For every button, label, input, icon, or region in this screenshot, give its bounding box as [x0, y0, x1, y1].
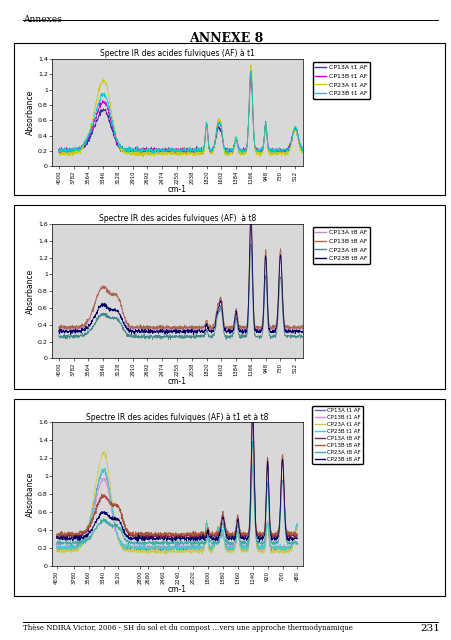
Title: Spectre IR des acides fulviques (AF)  à t8: Spectre IR des acides fulviques (AF) à t…	[99, 214, 255, 223]
Legend: CP13A t1 AF, CP13B t1 AF, CP23A t1 AF, CP23B t1 AF, CP13A t8 AF, CP13B t8 AF, CP: CP13A t1 AF, CP13B t1 AF, CP23A t1 AF, C…	[312, 406, 362, 464]
Title: Spectre IR des acides fulviques (AF) à t1: Spectre IR des acides fulviques (AF) à t…	[100, 49, 254, 58]
Text: 231: 231	[419, 624, 439, 633]
Y-axis label: Absorbance: Absorbance	[26, 269, 35, 314]
X-axis label: cm-1: cm-1	[167, 186, 187, 195]
X-axis label: cm-1: cm-1	[167, 586, 187, 595]
Title: Spectre IR des acides fulviques (AF) à t1 et à t8: Spectre IR des acides fulviques (AF) à t…	[86, 413, 268, 422]
Legend: CP13A t1 AF, CP13B t1 AF, CP23A t1 AF, CP23B t1 AF: CP13A t1 AF, CP13B t1 AF, CP23A t1 AF, C…	[312, 62, 369, 99]
Legend: CP13A t8 AF, CP13B t8 AF, CP23A t8 AF, CP23B t8 AF: CP13A t8 AF, CP13B t8 AF, CP23A t8 AF, C…	[312, 227, 369, 264]
X-axis label: cm-1: cm-1	[167, 378, 187, 387]
Text: Annexes: Annexes	[23, 15, 61, 24]
Text: Thèse NDIRA Victor, 2006 - SH du sol et du compost …vers une approche thermodyna: Thèse NDIRA Victor, 2006 - SH du sol et …	[23, 624, 352, 632]
Text: ANNEXE 8: ANNEXE 8	[189, 32, 262, 45]
Y-axis label: Absorbance: Absorbance	[26, 472, 35, 517]
Y-axis label: Absorbance: Absorbance	[26, 90, 35, 135]
